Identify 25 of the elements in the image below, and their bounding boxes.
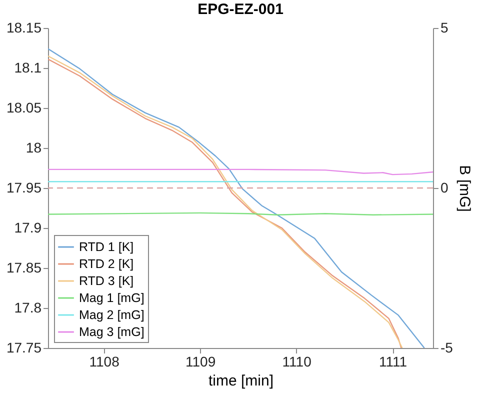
legend-label: Mag 1 [mG] [79, 291, 144, 305]
y-tick-label: 17.8 [14, 300, 42, 316]
y2-tick-label: 5 [440, 20, 448, 36]
legend-label: RTD 1 [K] [79, 240, 134, 254]
y2-tick-label: -5 [440, 340, 454, 356]
y-tick-label: 18.1 [14, 60, 42, 76]
x-axis-title: time [min] [208, 372, 274, 390]
chart-title: EPG-EZ-001 [198, 1, 284, 18]
legend-label: RTD 2 [K] [79, 257, 134, 271]
y-tick-label: 17.9 [14, 220, 42, 236]
y-tick-label: 17.95 [6, 180, 42, 196]
x-tick-label: 1109 [186, 354, 216, 370]
x-tick-label: 1111 [379, 354, 408, 370]
x-tick-label: 1108 [89, 354, 120, 370]
legend-label: Mag 2 [mG] [79, 308, 144, 322]
y-tick-label: 17.75 [6, 340, 42, 356]
y-tick-label: 18.05 [6, 100, 42, 116]
x-tick-label: 1110 [282, 354, 312, 370]
y2-tick-label: 0 [440, 180, 448, 196]
y-tick-label: 18 [26, 140, 42, 156]
legend-label: Mag 3 [mG] [79, 325, 144, 339]
legend-label: RTD 3 [K] [79, 274, 134, 288]
y-tick-label: 18.15 [6, 20, 42, 36]
y-tick-label: 17.85 [6, 260, 42, 276]
y2-axis-title: B [mG] [456, 165, 473, 212]
